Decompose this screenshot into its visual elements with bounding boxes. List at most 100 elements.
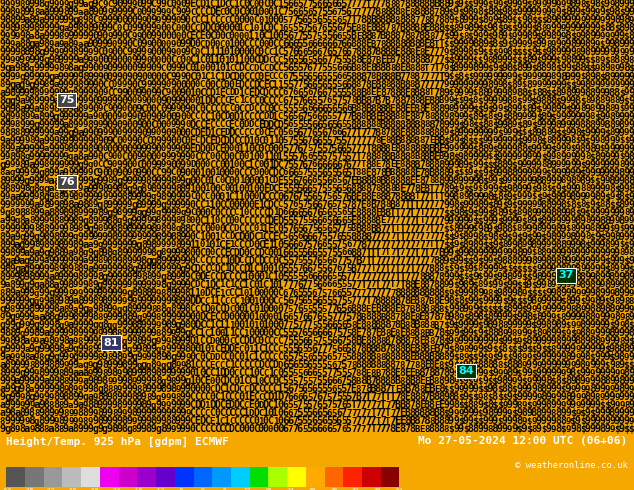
Text: 9: 9 — [541, 224, 547, 234]
Text: 9: 9 — [10, 0, 15, 9]
Text: 9: 9 — [492, 184, 498, 194]
Text: 8: 8 — [409, 88, 415, 98]
Text: C: C — [239, 256, 244, 266]
Text: 9: 9 — [467, 344, 474, 354]
Text: $: $ — [492, 144, 498, 154]
Text: 9: 9 — [122, 400, 127, 410]
Text: 9: 9 — [112, 176, 118, 186]
Text: 9: 9 — [136, 424, 142, 434]
Text: 6: 6 — [307, 152, 313, 161]
Text: 9: 9 — [87, 48, 93, 57]
Text: 8: 8 — [482, 120, 488, 130]
Text: 5: 5 — [321, 31, 327, 42]
Text: 8: 8 — [365, 232, 372, 242]
Text: 0: 0 — [258, 272, 264, 282]
Text: 9: 9 — [4, 248, 10, 258]
Text: 9: 9 — [531, 103, 537, 114]
Text: 7: 7 — [404, 264, 410, 274]
Text: D: D — [209, 337, 215, 345]
Text: 7: 7 — [418, 112, 425, 122]
Text: 9: 9 — [560, 208, 566, 218]
Text: 9: 9 — [585, 248, 590, 257]
Text: C: C — [228, 15, 235, 25]
Text: 9: 9 — [48, 160, 55, 170]
Text: 9: 9 — [77, 256, 84, 266]
Text: 6: 6 — [302, 136, 308, 146]
Text: 9: 9 — [541, 336, 547, 346]
Text: 9: 9 — [20, 200, 25, 209]
Text: 9: 9 — [512, 320, 517, 330]
Text: C: C — [228, 384, 235, 394]
Text: 9: 9 — [155, 264, 162, 274]
Text: 9: 9 — [63, 312, 69, 322]
Text: 5: 5 — [327, 393, 332, 402]
Text: 7: 7 — [340, 336, 347, 346]
Text: 9: 9 — [463, 176, 469, 186]
Text: 8: 8 — [404, 192, 410, 202]
Text: 7: 7 — [370, 0, 376, 9]
Text: 9: 9 — [628, 200, 634, 210]
Text: 6: 6 — [312, 176, 317, 185]
Text: 8: 8 — [482, 360, 488, 370]
Text: 6: 6 — [341, 344, 347, 354]
Text: C: C — [224, 296, 230, 306]
Text: 8: 8 — [604, 376, 610, 386]
Text: 5: 5 — [327, 136, 332, 146]
Text: 8: 8 — [48, 336, 55, 346]
Text: 8: 8 — [356, 104, 361, 113]
Text: 9: 9 — [156, 289, 161, 297]
Text: 7: 7 — [380, 280, 385, 290]
Text: 6: 6 — [312, 160, 317, 169]
Text: 9: 9 — [107, 200, 113, 210]
Text: 9: 9 — [68, 192, 74, 201]
Text: 8: 8 — [609, 64, 614, 73]
Text: 0: 0 — [224, 312, 230, 322]
Text: $: $ — [517, 16, 522, 25]
Text: D: D — [273, 160, 279, 170]
Text: 0: 0 — [160, 31, 166, 42]
Text: 9: 9 — [53, 88, 59, 98]
Text: a: a — [73, 296, 79, 306]
Text: C: C — [209, 265, 215, 273]
Text: 8: 8 — [399, 288, 405, 298]
Text: 9: 9 — [4, 79, 11, 90]
Text: 9: 9 — [482, 55, 488, 66]
Text: C: C — [200, 7, 205, 17]
Text: 9: 9 — [156, 361, 161, 369]
Text: 9: 9 — [165, 232, 172, 242]
Text: 7: 7 — [312, 392, 318, 402]
Text: 9: 9 — [604, 248, 610, 258]
Text: 9: 9 — [58, 224, 64, 234]
Text: 0: 0 — [151, 96, 157, 105]
Text: $: $ — [570, 31, 576, 42]
Text: 0: 0 — [176, 24, 181, 33]
Text: 9: 9 — [9, 320, 15, 330]
Text: C: C — [200, 80, 205, 89]
Text: 9: 9 — [487, 127, 493, 138]
Text: g: g — [165, 360, 171, 370]
Text: $: $ — [531, 64, 537, 74]
Text: C: C — [258, 409, 264, 418]
Text: 6: 6 — [316, 200, 322, 210]
Text: 0: 0 — [258, 0, 264, 9]
Text: 5: 5 — [311, 72, 318, 81]
Text: g: g — [155, 424, 162, 434]
Text: 9: 9 — [29, 240, 35, 250]
Text: 8: 8 — [375, 192, 380, 201]
Text: 9: 9 — [565, 288, 571, 298]
Text: g: g — [122, 304, 127, 314]
Text: 8: 8 — [614, 361, 619, 369]
Text: 9: 9 — [146, 336, 152, 346]
Text: 6: 6 — [292, 48, 298, 57]
Text: 6: 6 — [287, 31, 294, 42]
Text: 8: 8 — [87, 344, 93, 354]
Text: 9: 9 — [82, 424, 89, 434]
Text: 9: 9 — [521, 384, 527, 394]
Text: 9: 9 — [575, 248, 581, 258]
Text: 9: 9 — [112, 55, 118, 66]
Text: 8: 8 — [424, 144, 430, 154]
Text: 9: 9 — [48, 152, 55, 162]
Text: 0: 0 — [146, 88, 152, 98]
Text: T: T — [366, 0, 371, 9]
Text: 9: 9 — [180, 288, 186, 298]
